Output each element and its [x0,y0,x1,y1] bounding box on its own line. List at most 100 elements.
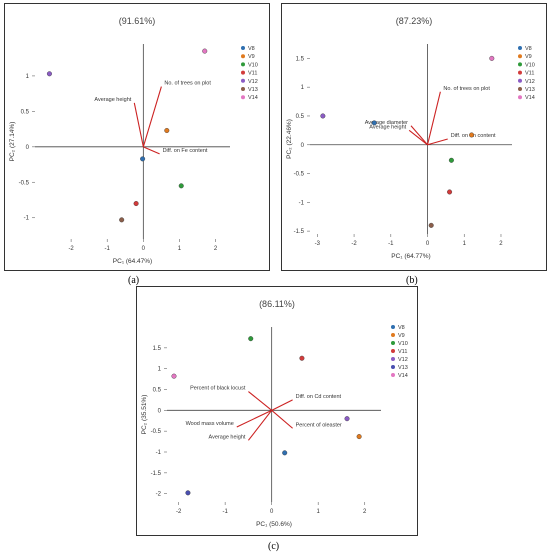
x-tick-label: 1 [463,241,467,247]
legend-label: V12 [248,79,258,85]
y-tick-label: -1 [156,450,162,456]
legend-marker [241,95,245,100]
legend-marker [518,78,522,83]
panel-label-a: (a) [128,275,140,286]
legend-label: V14 [398,373,408,379]
y-tick-label: 1.5 [296,56,305,62]
data-point-v11 [299,355,305,361]
x-tick-label: -2 [176,509,182,515]
chart-title: (86.11%) [259,299,295,309]
x-tick-label: 0 [142,246,146,252]
legend-marker [391,349,395,353]
y-tick-label: -2 [156,492,162,498]
legend-marker [241,62,245,67]
y-tick-label: 0.5 [153,388,162,394]
data-point-v12 [46,71,52,77]
panel-label-b: (b) [406,275,418,286]
legend-label: V9 [248,54,255,60]
biplot-panel-c: (86.11%) -2 -1 0 1 2 -2 -1.5 -1 -0.5 0 0.5 1 1.5 PC₁ (… [136,286,418,536]
y-tick-label: 0.5 [296,114,305,120]
y-tick-label: 0 [158,408,162,414]
loading-vector [426,91,441,145]
legend-marker [241,78,245,83]
x-tick-label: -2 [68,246,74,252]
y-tick-label: -1 [24,216,30,222]
y-tick-label: 0 [301,143,305,149]
legend-label: V13 [525,87,535,93]
legend-label: V10 [248,62,258,68]
biplot-panel-b: (87.23%) -3 -2 -1 0 1 2 -1.5 -1 -0.5 0 0.5 1 1.5 PC₁ (… [281,3,547,271]
x-tick-label: -2 [351,241,357,247]
x-axis-label: PC₁ (64.77%) [391,253,430,260]
chart-frame-b: (87.23%) -3 -2 -1 0 1 2 -1.5 -1 -0.5 0 0.5 1 1.5 PC₁ (… [281,3,547,271]
y-tick-label: -0.5 [151,429,162,435]
x-tick-label: 0 [270,509,274,515]
vector-label: No. of trees on plot [443,86,490,92]
chart-frame-c: (86.11%) -2 -1 0 1 2 -2 -1.5 -1 -0.5 0 0.5 1 1.5 PC₁ (… [136,286,418,536]
vector-label: Diff. on Fe content [163,148,208,154]
legend-marker [241,54,245,59]
legend-label: V12 [398,357,408,363]
legend-label: V14 [248,95,258,101]
x-axis-label: PC₁ (50.6%) [256,521,292,528]
vector-label: Average height [94,97,131,103]
legend-label: V11 [525,71,534,77]
loading-vector [247,409,273,441]
x-tick-label: 1 [317,509,321,515]
y-tick-label: 1 [158,367,162,373]
data-point-v8 [371,120,377,126]
loading-vector [427,138,448,146]
y-tick-label: -1.5 [151,471,162,477]
vector-label: Average height [209,434,246,440]
loading-vector [410,125,428,146]
legend-label: V11 [398,349,407,355]
data-point-v10 [248,336,254,342]
biplot-panel-a: (91.61%) -2 -1 0 1 2 -1 -0.5 0 0.5 1 PC₁ (64.47%) PC… [4,3,270,271]
legend-marker [391,365,395,369]
loading-vector [248,391,273,411]
y-tick-label: 0 [26,145,30,151]
vector-label: Percent of black locust [190,386,246,392]
y-tick-label: -1 [299,200,305,206]
loading-vector [133,102,144,147]
legend-label: V13 [248,87,258,93]
vector-label: Average height [369,124,406,130]
x-tick-label: 2 [499,241,503,247]
data-point-v13 [185,490,191,496]
y-tick-label: 1 [301,85,305,91]
legend-label: V9 [525,54,532,60]
legend-label: V10 [525,62,535,68]
data-point-v12 [344,416,350,422]
data-point-v11 [447,189,453,195]
loading-vector [408,129,428,146]
legend-marker [241,70,245,75]
legend-marker [241,46,245,50]
legend-label: V9 [398,333,405,339]
y-axis-label: PC₂ (27.14%) [9,122,16,162]
biplot-chart-c: (86.11%) -2 -1 0 1 2 -2 -1.5 -1 -0.5 0 0.5 1 1.5 PC₁ (… [141,299,408,528]
y-tick-label: -0.5 [294,172,305,178]
x-tick-label: 0 [426,241,430,247]
x-tick-label: -3 [315,241,321,247]
data-point-v11 [133,201,139,207]
legend-label: V8 [248,46,255,52]
vector-label: Average diameter [365,120,408,126]
chart-frame-a: (91.61%) -2 -1 0 1 2 -1 -0.5 0 0.5 1 PC₁ (64.47%) PC… [4,3,270,271]
biplot-chart-a: (91.61%) -2 -1 0 1 2 -1 -0.5 0 0.5 1 PC₁ (64.47%) PC… [9,16,258,265]
legend-marker [391,373,395,377]
legend-marker [241,87,245,91]
loading-vector [143,146,160,155]
data-point-v9 [469,132,475,138]
data-point-v8 [140,156,146,162]
legend-label: V8 [398,325,405,331]
x-tick-label: -1 [388,241,394,247]
vector-label: Percent of oleaster [296,422,342,428]
legend-marker [391,341,395,345]
chart-title: (87.23%) [396,16,433,26]
vector-label: Wood mass volume [186,421,234,427]
data-point-v10 [448,157,454,163]
legend-marker [391,325,395,329]
legend-label: V8 [525,46,532,52]
data-point-v8 [282,450,288,456]
data-point-v9 [356,434,362,440]
